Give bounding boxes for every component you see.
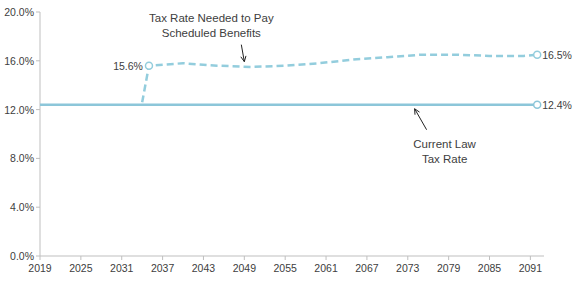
x-tick-label: 2043 <box>192 262 216 274</box>
x-tick <box>448 256 449 260</box>
y-tick <box>36 60 40 61</box>
x-tick-label: 2049 <box>233 262 257 274</box>
data-label: 16.5% <box>542 49 572 61</box>
x-tick <box>203 256 204 260</box>
x-tick-label: 2031 <box>110 262 134 274</box>
y-tick <box>36 207 40 208</box>
plot-area <box>40 51 541 108</box>
x-tick-label: 2019 <box>28 262 52 274</box>
x-tick <box>40 256 41 260</box>
y-tick-label: 8.0% <box>10 152 34 164</box>
chart: 0.0% 4.0% 8.0% 12.0% 16.0% 20.0% 2019 2025 2031 2… <box>0 0 574 289</box>
labels: 15.6% 16.5% 12.4% <box>113 49 572 111</box>
annotation-text: Tax Rate Needed to Pay <box>149 12 274 24</box>
y-tick-label: 4.0% <box>10 201 34 213</box>
x-tick <box>366 256 367 260</box>
x-tick-label: 2055 <box>274 262 298 274</box>
y-tick-label: 16.0% <box>4 55 34 67</box>
data-label: 15.6% <box>113 60 143 72</box>
y-tick <box>36 109 40 110</box>
annotation-text: Tax Rate <box>422 153 467 165</box>
annotation-arrowhead <box>415 109 420 115</box>
y-tick <box>36 12 40 13</box>
x-tick-label: 2079 <box>437 262 461 274</box>
x-tick <box>162 256 163 260</box>
x-tick-label: 2067 <box>355 262 379 274</box>
y-tick-label: 20.0% <box>4 6 34 18</box>
x-tick-label: 2061 <box>314 262 338 274</box>
data-label: 12.4% <box>542 99 572 111</box>
marker <box>534 51 541 58</box>
x-tick <box>407 256 408 260</box>
x-tick <box>326 256 327 260</box>
annotation-text: Scheduled Benefits <box>162 27 261 39</box>
y-tick-label: 0.0% <box>10 250 34 262</box>
y-axis-line <box>40 12 41 256</box>
marker <box>534 101 541 108</box>
x-tick <box>80 256 81 260</box>
annotation-text: Current Law <box>413 138 476 150</box>
x-tick <box>489 256 490 260</box>
x-tick-label: 2037 <box>151 262 175 274</box>
y-tick <box>36 158 40 159</box>
annotation-arrowhead <box>241 56 246 62</box>
series-line <box>142 55 537 103</box>
x-tick-label: 2091 <box>519 262 543 274</box>
y-tick-label: 12.0% <box>4 104 34 116</box>
x-axis-line <box>40 256 544 257</box>
x-tick <box>244 256 245 260</box>
x-tick <box>121 256 122 260</box>
x-tick-label: 2025 <box>69 262 93 274</box>
series-line <box>40 103 537 106</box>
x-tick-label: 2073 <box>396 262 420 274</box>
y-tick <box>36 256 40 257</box>
x-tick <box>530 256 531 260</box>
marker <box>145 62 152 69</box>
x-tick-label: 2085 <box>478 262 502 274</box>
annotation-arrow <box>415 109 427 130</box>
x-tick <box>285 256 286 260</box>
